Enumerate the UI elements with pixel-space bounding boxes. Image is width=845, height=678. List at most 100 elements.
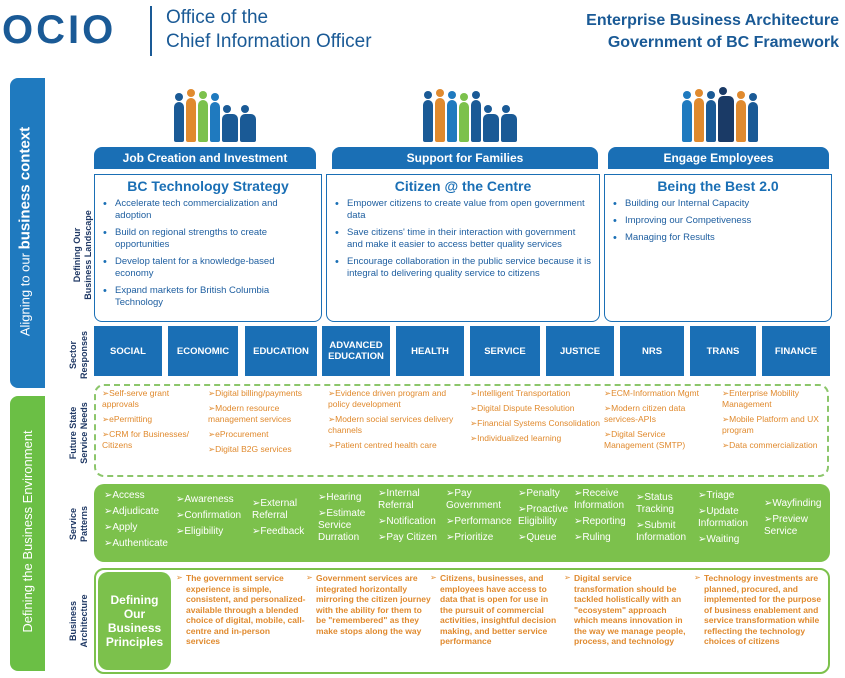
row-label-needs-line-2: Service Needs bbox=[79, 402, 89, 464]
need-item: ➢Modern resource management services bbox=[208, 403, 292, 424]
pattern-item: ➢Update Information bbox=[698, 506, 749, 529]
need-item: ➢Digital Service Management (SMTP) bbox=[604, 429, 686, 450]
need-item: ➢Digital B2G services bbox=[208, 444, 292, 454]
need-item: ➢Patient centred health care bbox=[328, 440, 437, 450]
pill-line-3: Business bbox=[107, 621, 162, 635]
pattern-item: ➢Ruling bbox=[574, 532, 611, 543]
strategy-bullet: Accelerate tech commercialization and ad… bbox=[101, 198, 315, 222]
pattern-item: ➢External Referral bbox=[252, 498, 298, 521]
side-top-bold: business context bbox=[16, 126, 34, 250]
person-icon bbox=[423, 91, 433, 142]
patterns-column-11: ➢Wayfinding ➢Preview Service bbox=[764, 498, 828, 542]
patterns-column-5: ➢Internal Referral ➢Notification ➢Pay Ci… bbox=[378, 488, 444, 548]
sector-tile-economic: ECONOMIC bbox=[168, 326, 238, 376]
person-icon bbox=[694, 89, 704, 142]
pattern-item: ➢Penalty bbox=[518, 488, 560, 499]
person-icon bbox=[174, 93, 184, 142]
needs-column-6: ➢Enterprise Mobility Management ➢Mobile … bbox=[722, 388, 822, 455]
needs-column-5: ➢ECM-Information Mgmt ➢Modern citizen da… bbox=[604, 388, 716, 455]
need-item: ➢CRM for Businesses/ Citizens bbox=[102, 429, 189, 450]
office-line-1: Office of the bbox=[166, 7, 269, 28]
need-item: ➢Digital billing/payments bbox=[208, 388, 303, 398]
service-patterns-box bbox=[94, 484, 830, 562]
strategy-box-families: Citizen @ the Centre Empower citizens to… bbox=[326, 174, 600, 322]
pattern-item: ➢Apply bbox=[104, 522, 138, 533]
need-item: ➢ECM-Information Mgmt bbox=[604, 388, 699, 398]
person-icon bbox=[736, 91, 746, 142]
strategy-bullet: Build on regional strengths to create op… bbox=[101, 227, 315, 251]
framework-title-line-2: Government of BC Framework bbox=[607, 34, 839, 51]
patterns-column-4: ➢Hearing ➢Estimate Service Durration bbox=[318, 492, 376, 548]
patterns-column-9: ➢Status Tracking ➢Submit Information bbox=[636, 492, 698, 548]
strategy-title-families: Citizen @ the Centre bbox=[394, 178, 532, 194]
person-icon bbox=[748, 93, 758, 142]
strategy-box-jobs: BC Technology Strategy Accelerate tech c… bbox=[94, 174, 322, 322]
patterns-column-6: ➢Pay Government ➢Performance ➢Prioritize bbox=[446, 488, 518, 548]
pattern-item: ➢Proactive Eligibility bbox=[518, 504, 569, 527]
future-state-needs-box bbox=[94, 384, 829, 477]
pattern-item: ➢Queue bbox=[518, 532, 557, 543]
row-label-landscape-line-2: Business Landscape bbox=[83, 210, 93, 300]
need-item: ➢Self-serve grant approvals bbox=[102, 388, 170, 409]
strategy-bullets-families: Empower citizens to create value from op… bbox=[333, 198, 593, 280]
pattern-item: ➢Receive Information bbox=[574, 488, 625, 511]
pattern-item: ➢Pay Citizen bbox=[378, 532, 437, 543]
sector-tile-social: SOCIAL bbox=[94, 326, 162, 376]
sector-tile-trans: TRANS bbox=[690, 326, 756, 376]
strategy-bullet: Develop talent for a knowledge-based eco… bbox=[101, 256, 315, 280]
patterns-column-7: ➢Penalty ➢Proactive Eligibility ➢Queue bbox=[518, 488, 574, 548]
theme-header-families: Support for Families bbox=[332, 147, 598, 169]
pill-line-4: Principles bbox=[105, 635, 164, 649]
people-illustration-jobs bbox=[150, 82, 280, 142]
principle-2: Government services are integrated horiz… bbox=[306, 573, 434, 636]
framework-title: Enterprise Business Architecture Governm… bbox=[586, 10, 839, 54]
principle-1: The government service experience is sim… bbox=[176, 573, 306, 647]
row-label-architecture-line-2: Architecture bbox=[79, 594, 89, 648]
pattern-item: ➢Notification bbox=[378, 516, 436, 527]
need-item: ➢Individualized learning bbox=[470, 433, 562, 443]
pill-line-1: Defining bbox=[110, 593, 159, 607]
patterns-column-2: ➢Awareness ➢Confirmation ➢Eligibility bbox=[176, 494, 248, 542]
need-item: ➢Modern social services delivery channel… bbox=[328, 414, 454, 435]
pattern-item: ➢Adjudicate bbox=[104, 506, 160, 517]
person-icon bbox=[198, 91, 208, 142]
need-item: ➢Evidence driven program and policy deve… bbox=[328, 388, 447, 409]
strategy-bullet: Building our Internal Capacity bbox=[611, 198, 825, 210]
principle-5: Technology investments are planned, proc… bbox=[694, 573, 826, 647]
strategy-title-jobs: BC Technology Strategy bbox=[127, 178, 289, 194]
needs-column-3: ➢Evidence driven program and policy deve… bbox=[328, 388, 463, 455]
strategy-box-employees: Being the Best 2.0 Building our Internal… bbox=[604, 174, 832, 322]
person-icon bbox=[471, 91, 481, 142]
person-at-desk-icon bbox=[483, 105, 499, 142]
side-bar-business-environment-label: Defining the Business Environment bbox=[20, 430, 35, 633]
business-principles-pill: Defining Our Business Principles bbox=[98, 572, 171, 670]
pattern-item: ➢Eligibility bbox=[176, 526, 224, 537]
ocio-logo: OCIO bbox=[2, 8, 117, 52]
strategy-bullets-employees: Building our Internal Capacity Improving… bbox=[611, 198, 825, 244]
row-label-landscape-line-1: Defining Our bbox=[72, 227, 82, 283]
person-icon bbox=[718, 87, 734, 142]
person-icon bbox=[682, 91, 692, 142]
principle-4: Digital service transformation should be… bbox=[564, 573, 692, 647]
pattern-item: ➢Pay Government bbox=[446, 488, 502, 511]
theme-families: Support for Families bbox=[332, 147, 598, 169]
row-label-landscape: Defining Our Business Landscape bbox=[72, 200, 94, 310]
pattern-item: ➢Awareness bbox=[176, 494, 234, 505]
person-wheelchair-icon bbox=[501, 105, 517, 142]
row-label-needs-line-1: Future State bbox=[68, 406, 78, 460]
need-item: ➢Modern citizen data services-APIs bbox=[604, 403, 686, 424]
pattern-item: ➢Estimate Service Durration bbox=[318, 508, 366, 543]
theme-header-jobs: Job Creation and Investment bbox=[94, 147, 316, 169]
sector-tile-justice: JUSTICE bbox=[546, 326, 614, 376]
pattern-item: ➢Waiting bbox=[698, 534, 740, 545]
pattern-item: ➢Prioritize bbox=[446, 532, 494, 543]
pill-line-2: Our bbox=[123, 607, 146, 621]
pattern-item: ➢Triage bbox=[698, 490, 735, 501]
need-item: ➢ePermitting bbox=[102, 414, 153, 424]
person-at-desk-icon bbox=[222, 105, 238, 142]
needs-column-4: ➢Intelligent Transportation ➢Digital Dis… bbox=[470, 388, 600, 448]
sector-tile-education: EDUCATION bbox=[245, 326, 317, 376]
person-icon bbox=[706, 91, 716, 142]
need-item: ➢Mobile Platform and UX program bbox=[722, 414, 819, 435]
row-label-architecture-line-1: Business bbox=[68, 600, 78, 642]
